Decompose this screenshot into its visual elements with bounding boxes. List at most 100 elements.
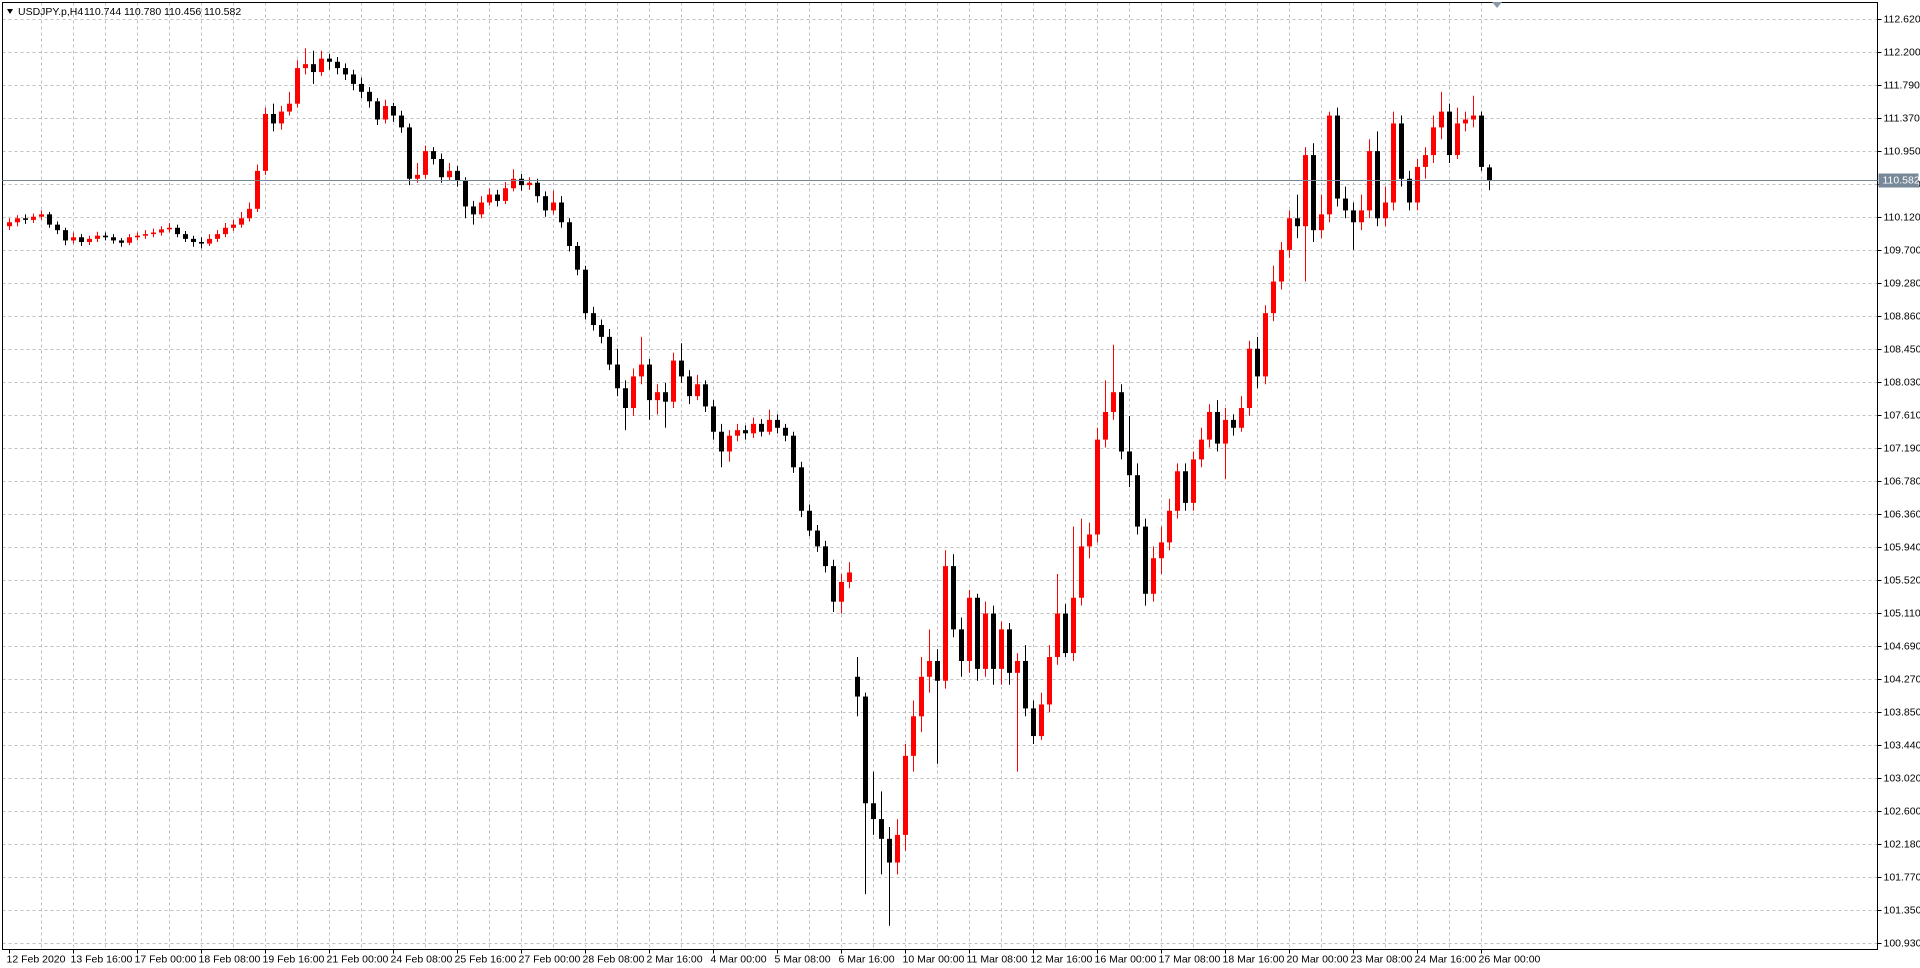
candle-body — [591, 313, 596, 326]
candle-body — [1255, 348, 1260, 377]
candle-body — [1375, 151, 1380, 219]
candle-body — [55, 224, 60, 231]
candle-body — [495, 194, 500, 201]
candle-body — [887, 838, 892, 863]
candle-body — [223, 227, 228, 235]
x-tick-label: 5 Mar 08:00 — [775, 953, 831, 965]
candle-body — [1479, 115, 1484, 167]
candle-body — [431, 151, 436, 160]
candle-body — [959, 629, 964, 661]
candle-body — [327, 58, 332, 62]
candle-body — [7, 222, 12, 227]
candle-body — [191, 238, 196, 243]
candle-body — [1431, 127, 1436, 156]
candle-body — [1223, 419, 1228, 444]
candle-body — [63, 230, 68, 241]
x-tick-label: 16 Mar 00:00 — [1095, 953, 1157, 965]
candle-body — [279, 111, 284, 124]
candle-body — [1303, 155, 1308, 227]
candle-body — [319, 58, 324, 73]
candle-body — [535, 182, 540, 197]
candle-body — [79, 237, 84, 243]
candle-body — [839, 581, 844, 602]
y-tick-label: 112.620 — [1884, 13, 1920, 25]
candle-body — [1455, 123, 1460, 156]
candle-body — [303, 64, 308, 69]
candle-body — [335, 61, 340, 69]
candle-body — [815, 530, 820, 547]
candle-body — [615, 364, 620, 389]
candle-body — [39, 214, 44, 217]
candle-body — [471, 206, 476, 215]
candle-body — [1239, 408, 1244, 428]
chart-header: USDJPY.p,H4 110.744 110.780 110.456 110.… — [7, 6, 241, 18]
x-tick-label: 17 Mar 08:00 — [1159, 953, 1221, 965]
candle-body — [1359, 210, 1364, 223]
candle-body — [239, 218, 244, 225]
candle-body — [647, 364, 652, 401]
candle-body — [1087, 534, 1092, 547]
bid-label: 110.582 — [1883, 174, 1920, 186]
candle-body — [895, 834, 900, 863]
candle-body — [1215, 411, 1220, 444]
candle-body — [1111, 392, 1116, 412]
last-open: 110.744 — [84, 6, 121, 18]
candle-body — [199, 242, 204, 244]
candle-body — [1151, 558, 1156, 594]
candle-body — [983, 613, 988, 669]
candle-body — [623, 388, 628, 409]
candle-body — [1127, 451, 1132, 476]
candle-body — [1271, 281, 1276, 314]
candle-body — [727, 435, 732, 452]
candle-body — [487, 194, 492, 203]
candle-body — [1471, 115, 1476, 120]
last-high: 110.780 — [124, 6, 161, 18]
candle-body — [855, 676, 860, 697]
candle-body — [1439, 111, 1444, 128]
bid-label-box — [1878, 173, 1919, 188]
header-arrow — [7, 9, 13, 14]
candle-body — [903, 755, 908, 835]
candle-body — [1279, 249, 1284, 282]
candle-body — [1183, 471, 1188, 503]
candle-body — [791, 435, 796, 468]
candle-body — [231, 224, 236, 228]
x-tick-label: 26 Mar 00:00 — [1479, 953, 1541, 965]
candle-body — [247, 208, 252, 219]
candle-body — [143, 234, 148, 236]
y-tick-label: 110.950 — [1884, 145, 1920, 157]
candle-body — [1207, 411, 1212, 440]
candle-body — [1487, 167, 1492, 181]
x-tick-label: 17 Feb 00:00 — [135, 953, 197, 965]
y-tick-label: 105.110 — [1884, 607, 1920, 619]
candle-body — [423, 151, 428, 175]
candle-body — [879, 819, 884, 839]
x-tick-label: 24 Mar 16:00 — [1415, 953, 1477, 965]
candle-body — [519, 178, 524, 186]
x-tick-label: 4 Mar 00:00 — [711, 953, 767, 965]
candle-body — [1407, 178, 1412, 203]
candle-body — [743, 430, 748, 434]
candle-body — [679, 360, 684, 377]
candle-body — [1447, 111, 1452, 156]
y-tick-label: 105.520 — [1884, 574, 1920, 586]
y-tick-label: 106.780 — [1884, 475, 1920, 487]
candle-body — [1039, 704, 1044, 737]
candle-body — [87, 238, 92, 243]
candle-body — [255, 170, 260, 209]
candle-body — [639, 364, 644, 377]
candle-body — [1047, 657, 1052, 705]
y-tick-label: 111.790 — [1884, 79, 1920, 91]
x-tick-label: 11 Mar 08:00 — [967, 953, 1028, 965]
candle-body — [719, 431, 724, 452]
candle-body — [575, 245, 580, 270]
candle-body — [455, 170, 460, 181]
x-tick-label: 27 Feb 00:00 — [519, 953, 581, 965]
candle-body — [271, 113, 276, 124]
candle-body — [631, 376, 636, 409]
candle-body — [527, 182, 532, 186]
candle-body — [975, 597, 980, 669]
y-tick-label: 102.180 — [1884, 838, 1920, 850]
candle-body — [687, 376, 692, 397]
